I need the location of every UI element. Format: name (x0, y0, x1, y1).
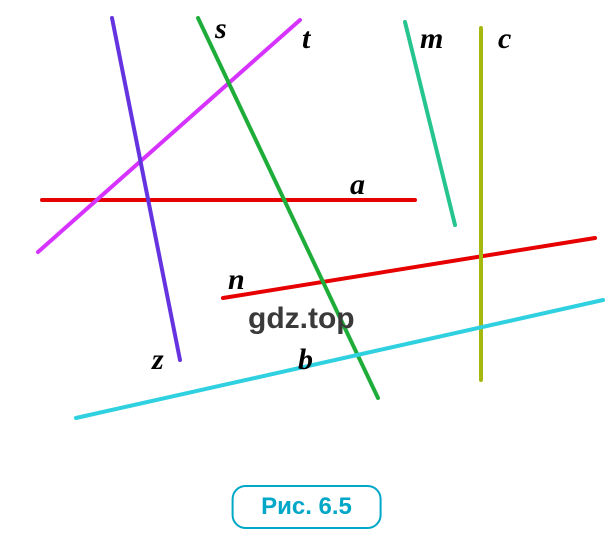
line-t (38, 20, 300, 252)
line-s (198, 18, 378, 398)
line-z (112, 18, 180, 360)
label-b: b (298, 343, 313, 377)
label-n: n (228, 263, 245, 297)
label-c: c (498, 22, 511, 56)
line-n (223, 238, 595, 298)
figure-caption: Рис. 6.5 (231, 485, 382, 529)
lines-layer (0, 0, 613, 541)
diagram-stage: s t m c a n z b gdz.top Рис. 6.5 (0, 0, 613, 541)
label-m: m (420, 22, 443, 56)
label-t: t (302, 22, 310, 56)
label-s: s (215, 12, 227, 46)
watermark-text: gdz.top (248, 302, 355, 336)
label-a: a (350, 168, 365, 202)
label-z: z (152, 343, 164, 377)
